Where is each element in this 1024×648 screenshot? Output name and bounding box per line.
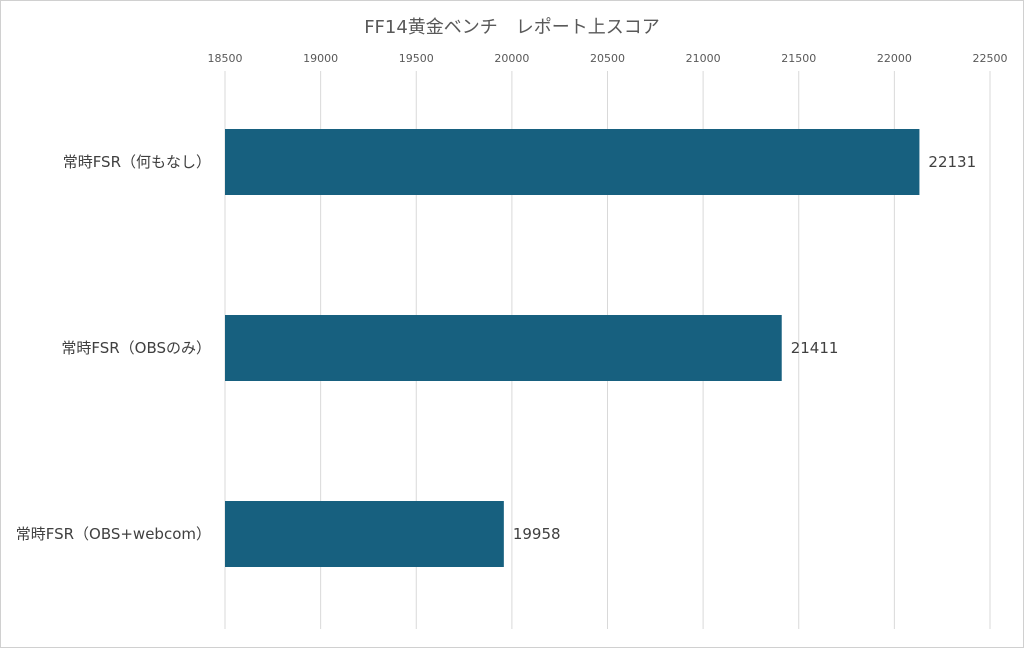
bar [225,315,782,381]
x-tick-label: 21500 [781,52,816,65]
x-tick-label: 19500 [399,52,434,65]
category-label: 常時FSR（何もなし） [63,153,211,171]
category-label: 常時FSR（OBS+webcom） [16,525,211,543]
x-tick-label: 18500 [208,52,243,65]
bar [225,501,504,567]
x-tick-label: 21000 [686,52,721,65]
chart-title: FF14黄金ベンチ レポート上スコア [364,17,660,38]
x-tick-label: 20500 [590,52,625,65]
x-tick-label: 22000 [877,52,912,65]
bar [225,129,920,195]
data-label: 21411 [791,339,839,357]
data-label: 22131 [928,153,976,171]
x-tick-label: 19000 [303,52,338,65]
category-label: 常時FSR（OBSのみ） [61,339,211,357]
x-tick-label: 22500 [973,52,1008,65]
data-label: 19958 [513,525,561,543]
x-tick-label: 20000 [494,52,529,65]
